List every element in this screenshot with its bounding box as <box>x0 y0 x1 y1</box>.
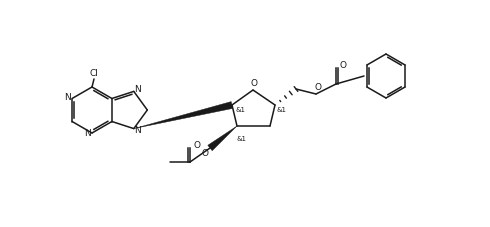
Polygon shape <box>134 102 233 129</box>
Text: O: O <box>340 62 346 71</box>
Text: O: O <box>315 82 321 91</box>
Text: N: N <box>134 85 141 94</box>
Text: Cl: Cl <box>90 69 98 79</box>
Text: O: O <box>201 148 209 158</box>
Text: &1: &1 <box>236 136 246 142</box>
Text: N: N <box>134 126 141 135</box>
Text: N: N <box>64 93 71 102</box>
Polygon shape <box>208 126 237 151</box>
Text: &1: &1 <box>235 107 245 113</box>
Text: &1: &1 <box>276 107 286 113</box>
Text: O: O <box>250 79 258 89</box>
Text: N: N <box>84 129 90 138</box>
Text: O: O <box>194 141 200 151</box>
